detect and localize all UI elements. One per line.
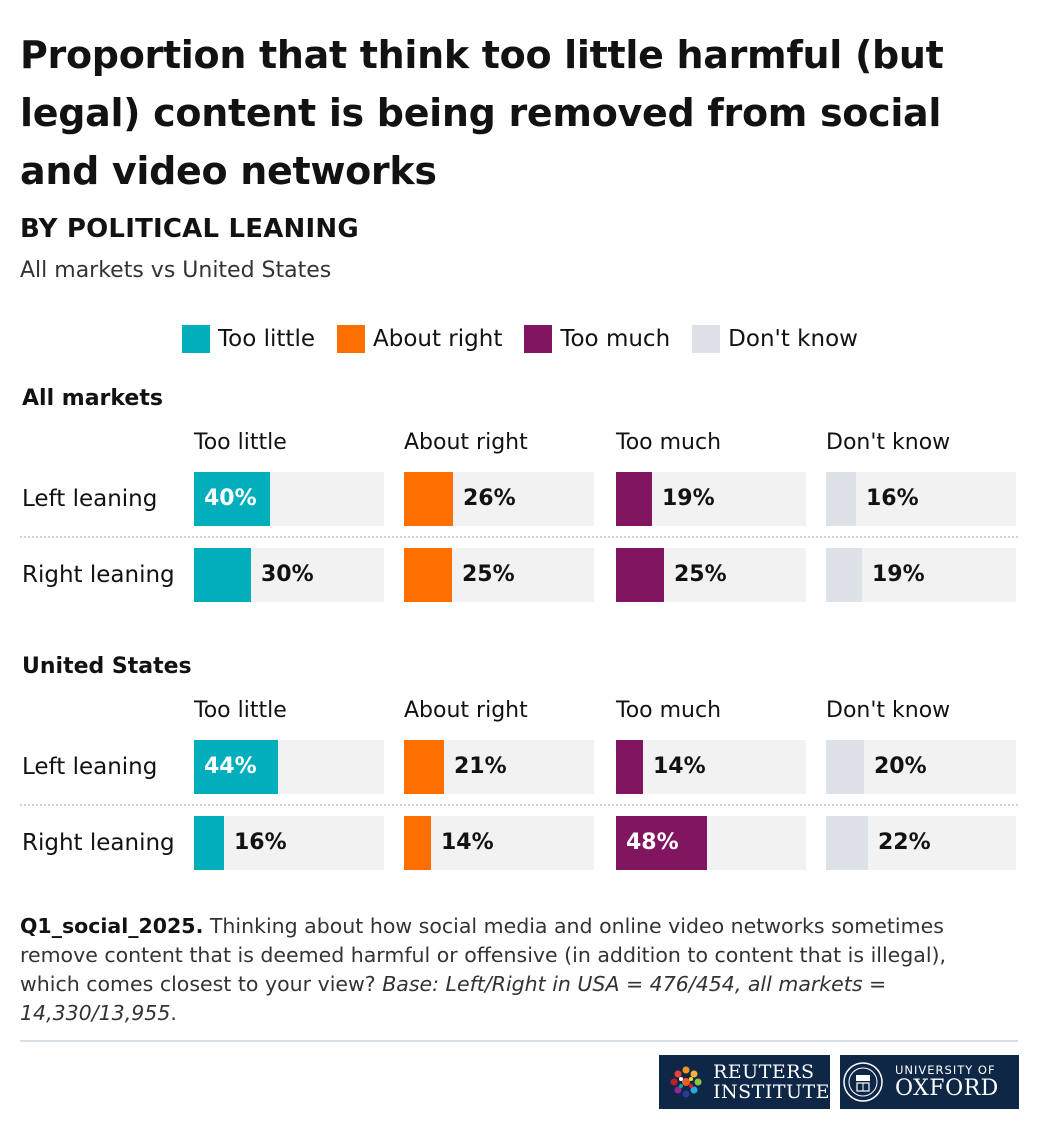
bar-track: 16% bbox=[826, 472, 1016, 526]
bar-track: 25% bbox=[404, 548, 594, 602]
row-label-left-leaning: Left leaning bbox=[22, 486, 158, 512]
bar-too-much bbox=[616, 740, 643, 794]
row-label-right-leaning: Right leaning bbox=[22, 830, 175, 856]
legend-item-too-little: Too little bbox=[182, 325, 315, 353]
column-header-dont-know: Don't know bbox=[826, 430, 951, 455]
legend: Too little About right Too much Don't kn… bbox=[0, 325, 1040, 353]
bar-too-much bbox=[616, 816, 707, 870]
bar-track: 16% bbox=[194, 816, 384, 870]
bar-too-much bbox=[616, 548, 664, 602]
oxford-crest-icon bbox=[843, 1062, 883, 1102]
data-label: 22% bbox=[878, 830, 931, 855]
data-label: 44% bbox=[204, 754, 257, 779]
row-divider bbox=[20, 536, 1018, 538]
data-label: 14% bbox=[653, 754, 706, 779]
bar-too-little bbox=[194, 740, 278, 794]
bar-about-right bbox=[404, 472, 453, 526]
bar-track: 40% bbox=[194, 472, 384, 526]
reuters-logo-line1: REUTERS bbox=[713, 1061, 815, 1083]
bar-track: 25% bbox=[616, 548, 806, 602]
bar-track: 26% bbox=[404, 472, 594, 526]
legend-swatch-about-right bbox=[336, 325, 365, 353]
data-label: 25% bbox=[462, 562, 515, 587]
column-header-dont-know: Don't know bbox=[826, 698, 951, 723]
bar-track: 30% bbox=[194, 548, 384, 602]
footnote-end: . bbox=[170, 1001, 177, 1025]
data-label: 19% bbox=[872, 562, 925, 587]
oxford-logo-line1: UNIVERSITY OF bbox=[895, 1063, 996, 1077]
data-label: 48% bbox=[626, 830, 679, 855]
bar-track: 48% bbox=[616, 816, 806, 870]
data-label: 14% bbox=[441, 830, 494, 855]
data-label: 40% bbox=[204, 486, 257, 511]
bar-about-right bbox=[404, 548, 452, 602]
bar-about-right bbox=[404, 740, 444, 794]
bar-track: 22% bbox=[826, 816, 1016, 870]
data-label: 16% bbox=[866, 486, 919, 511]
column-header-about-right: About right bbox=[404, 430, 528, 455]
bar-dont-know bbox=[826, 740, 864, 794]
legend-label-about-right: About right bbox=[372, 326, 503, 352]
bar-about-right bbox=[404, 816, 431, 870]
column-header-too-much: Too much bbox=[616, 698, 722, 723]
reuters-dots-icon bbox=[670, 1066, 702, 1098]
legend-label-too-little: Too little bbox=[218, 326, 315, 352]
footnote-text: Thinking about how social media and onli… bbox=[20, 914, 947, 996]
legend-label-dont-know: Don't know bbox=[728, 326, 858, 352]
bar-too-little bbox=[194, 548, 251, 602]
bar-dont-know bbox=[826, 548, 862, 602]
legend-item-dont-know: Don't know bbox=[692, 325, 858, 353]
legend-swatch-dont-know bbox=[692, 325, 721, 353]
bar-track: 19% bbox=[616, 472, 806, 526]
panel-title-united-states: United States bbox=[22, 654, 192, 679]
bar-track: 19% bbox=[826, 548, 1016, 602]
reuters-institute-logo: REUTERS INSTITUTE bbox=[659, 1055, 830, 1109]
column-header-too-much: Too much bbox=[616, 430, 722, 455]
bar-track: 20% bbox=[826, 740, 1016, 794]
chart-title: Proportion that think too little harmful… bbox=[20, 33, 944, 193]
row-divider bbox=[20, 804, 1018, 806]
column-header-too-little: Too little bbox=[194, 698, 287, 723]
reuters-logo-line2: INSTITUTE bbox=[713, 1081, 831, 1103]
bar-track: 21% bbox=[404, 740, 594, 794]
data-label: 30% bbox=[261, 562, 314, 587]
oxford-university-logo: UNIVERSITY OF OXFORD bbox=[840, 1055, 1019, 1109]
data-label: 21% bbox=[454, 754, 507, 779]
row-label-left-leaning: Left leaning bbox=[22, 754, 158, 780]
bar-too-much bbox=[616, 472, 652, 526]
row-label-right-leaning: Right leaning bbox=[22, 562, 175, 588]
bar-too-little bbox=[194, 816, 224, 870]
data-label: 19% bbox=[662, 486, 715, 511]
bar-dont-know bbox=[826, 472, 856, 526]
legend-label-too-much: Too much bbox=[560, 326, 671, 352]
footnote-code: Q1_social_2025. bbox=[20, 914, 204, 938]
footnote-base: Base: Left/Right in USA = 476/454, all m… bbox=[20, 972, 887, 1025]
panel-title-all-markets: All markets bbox=[22, 386, 163, 411]
bar-track: 14% bbox=[404, 816, 594, 870]
bar-track: 14% bbox=[616, 740, 806, 794]
oxford-logo-line2: OXFORD bbox=[895, 1076, 999, 1101]
legend-item-about-right: About right bbox=[336, 325, 503, 353]
bar-too-little bbox=[194, 472, 270, 526]
footer-divider bbox=[20, 1040, 1018, 1042]
data-label: 26% bbox=[463, 486, 516, 511]
column-header-about-right: About right bbox=[404, 698, 528, 723]
legend-item-too-much: Too much bbox=[524, 325, 670, 353]
chart-subsubtitle: All markets vs United States bbox=[20, 258, 332, 283]
legend-swatch-too-little bbox=[182, 325, 211, 353]
data-label: 16% bbox=[234, 830, 287, 855]
data-label: 25% bbox=[674, 562, 727, 587]
footnote: Q1_social_2025. Thinking about how socia… bbox=[20, 912, 1010, 1028]
bar-dont-know bbox=[826, 816, 868, 870]
bar-track: 44% bbox=[194, 740, 384, 794]
data-label: 20% bbox=[874, 754, 927, 779]
chart-subtitle: BY POLITICAL LEANING bbox=[20, 214, 359, 244]
column-header-too-little: Too little bbox=[194, 430, 287, 455]
legend-swatch-too-much bbox=[524, 325, 553, 353]
